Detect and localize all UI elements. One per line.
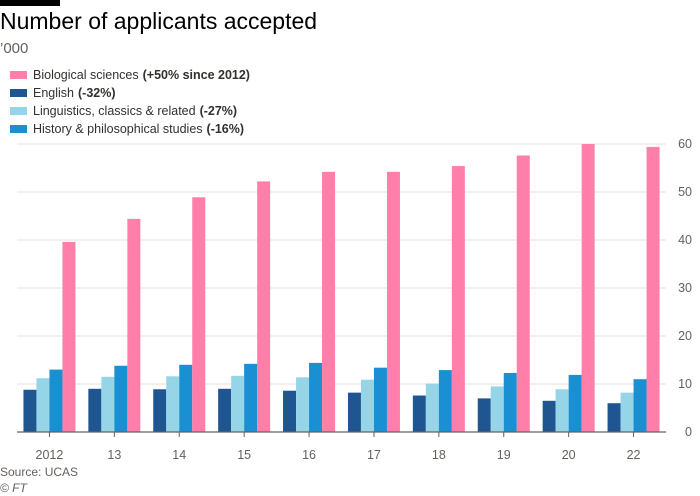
x-tick-label: 20 (562, 448, 576, 462)
bar-linguistics-classics-related-18 (425, 383, 439, 432)
bar-linguistics-classics-related-20 (555, 389, 569, 432)
bar-english-19 (477, 398, 491, 432)
bar-english-15 (218, 388, 232, 432)
x-tick-label: 17 (367, 448, 381, 462)
x-tick-label: 22 (627, 448, 641, 462)
legend-label: English (33, 86, 74, 100)
bar-history-philosophical-studies-14 (179, 364, 193, 432)
x-tick-label: 15 (237, 448, 251, 462)
bar-linguistics-classics-related-19 (490, 386, 504, 432)
legend-swatch-linguistics (10, 107, 27, 115)
x-tick-label: 14 (172, 448, 186, 462)
x-tick-label: 13 (107, 448, 121, 462)
source-note: Source: UCAS (0, 465, 79, 479)
bar-english-20 (542, 400, 556, 432)
legend-item-history: History & philosophical studies (-16%) (10, 120, 250, 138)
bar-english-14 (153, 389, 167, 432)
bar-history-philosophical-studies-20 (568, 374, 582, 432)
legend-item-english: English (-32%) (10, 84, 250, 102)
bar-biological-sciences-20 (581, 144, 595, 432)
y-tick-label: 40 (678, 233, 692, 247)
y-tick-label: 30 (678, 281, 692, 295)
y-tick-label: 60 (678, 137, 692, 151)
bar-history-philosophical-studies-18 (438, 370, 452, 432)
bar-biological-sciences-17 (386, 171, 400, 432)
y-tick-label: 10 (678, 377, 692, 391)
legend-label: History & philosophical studies (33, 122, 203, 136)
bar-biological-sciences-19 (516, 155, 530, 432)
top-rule (0, 0, 60, 6)
x-tick-label: 16 (302, 448, 316, 462)
chart-title: Number of applicants accepted (0, 8, 318, 34)
bar-history-philosophical-studies-2012 (49, 369, 63, 432)
legend-label: Biological sciences (33, 68, 139, 82)
y-tick-label: 20 (678, 329, 692, 343)
x-tick-label: 19 (497, 448, 511, 462)
legend-change: (+50% since 2012) (142, 68, 250, 82)
bar-biological-sciences-13 (127, 218, 141, 432)
legend-item-linguistics: Linguistics, classics & related (-27%) (10, 102, 250, 120)
credit-note: © FT (0, 481, 27, 495)
bar-linguistics-classics-related-2012 (36, 378, 50, 432)
bar-english-13 (88, 388, 102, 432)
bar-history-philosophical-studies-19 (503, 372, 517, 432)
legend-swatch-biological-sciences (10, 71, 27, 79)
bar-linguistics-classics-related-22 (620, 392, 634, 432)
y-tick-label: 50 (678, 185, 692, 199)
bar-english-16 (283, 390, 297, 432)
legend-swatch-history (10, 125, 27, 133)
bar-biological-sciences-18 (451, 166, 465, 432)
bar-biological-sciences-15 (257, 181, 271, 432)
x-tick-label: 18 (432, 448, 446, 462)
legend: Biological sciences (+50% since 2012) En… (10, 66, 250, 138)
bar-biological-sciences-22 (646, 146, 660, 432)
bar-english-2012 (23, 389, 37, 432)
bar-linguistics-classics-related-16 (296, 377, 310, 432)
bar-english-18 (412, 395, 426, 432)
legend-label: Linguistics, classics & related (33, 104, 196, 118)
legend-item-biological-sciences: Biological sciences (+50% since 2012) (10, 66, 250, 84)
legend-swatch-english (10, 89, 27, 97)
legend-change: (-16%) (206, 122, 245, 136)
bar-linguistics-classics-related-15 (231, 375, 245, 432)
bar-history-philosophical-studies-16 (309, 362, 323, 432)
bar-linguistics-classics-related-14 (166, 376, 180, 432)
bar-english-17 (347, 392, 361, 432)
legend-change: (-32%) (78, 86, 116, 100)
bar-history-philosophical-studies-15 (244, 363, 258, 432)
bar-linguistics-classics-related-13 (101, 376, 115, 432)
bar-history-philosophical-studies-13 (114, 365, 128, 432)
legend-change: (-27%) (199, 104, 238, 118)
bar-biological-sciences-14 (192, 197, 206, 432)
bar-linguistics-classics-related-17 (360, 379, 374, 432)
bar-biological-sciences-16 (322, 171, 336, 432)
bar-history-philosophical-studies-22 (633, 379, 647, 432)
bar-history-philosophical-studies-17 (373, 367, 387, 432)
bar-english-22 (607, 403, 621, 432)
bar-biological-sciences-2012 (62, 241, 76, 432)
unit-label: ’000 (0, 40, 29, 57)
y-tick-label: 0 (685, 425, 692, 439)
x-tick-label: 2012 (36, 448, 64, 462)
